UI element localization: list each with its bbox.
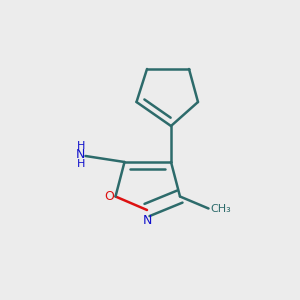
Text: N: N: [76, 148, 85, 161]
Text: N: N: [142, 214, 152, 226]
Text: H: H: [76, 141, 85, 151]
Text: H: H: [76, 159, 85, 169]
Text: CH₃: CH₃: [210, 203, 231, 214]
Text: O: O: [104, 190, 114, 203]
